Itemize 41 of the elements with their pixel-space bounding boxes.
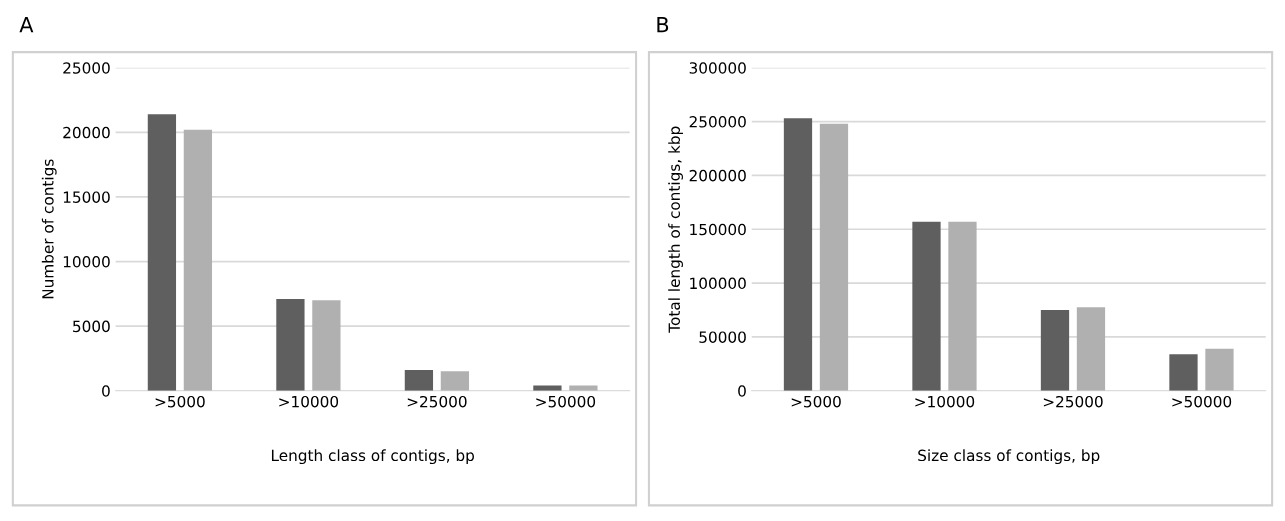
y-tick-label: 25000 xyxy=(63,62,110,74)
y-axis-title: Number of contigs xyxy=(41,159,57,299)
bar xyxy=(1076,307,1106,391)
x-tick-label: >50000 xyxy=(1172,395,1232,408)
x-tick-label: >25000 xyxy=(407,395,467,408)
bar xyxy=(783,118,813,391)
bar xyxy=(147,114,177,391)
chart-title: B xyxy=(657,16,669,33)
y-tick-label: 300000 xyxy=(689,62,746,74)
x-axis-title: Length class of contigs, bp xyxy=(271,449,474,465)
y-tick-label: 200000 xyxy=(689,169,746,182)
x-axis-title: Size class of contigs, bp xyxy=(918,449,1100,465)
bar xyxy=(1169,354,1198,391)
bar xyxy=(1040,310,1070,391)
y-tick-label: 0 xyxy=(102,385,110,397)
bar xyxy=(404,370,434,391)
bar xyxy=(440,371,470,391)
x-tick-label: >5000 xyxy=(791,395,841,408)
y-tick-label: 5000 xyxy=(73,320,110,333)
x-tick-label: >50000 xyxy=(536,395,596,408)
y-tick-label: 100000 xyxy=(690,277,746,290)
bar xyxy=(183,129,213,391)
x-tick-label: >5000 xyxy=(155,395,205,408)
bar xyxy=(1205,348,1234,391)
x-tick-label: >10000 xyxy=(279,395,339,408)
x-tick-label: >25000 xyxy=(1043,395,1103,408)
y-tick-label: 150000 xyxy=(690,223,746,236)
y-tick-label: 15000 xyxy=(63,191,110,203)
chart-title: A xyxy=(19,16,34,33)
bar xyxy=(312,300,341,391)
y-tick-label: 250000 xyxy=(689,116,746,128)
y-tick-label: 20000 xyxy=(63,126,110,139)
bar xyxy=(912,221,941,391)
bar xyxy=(948,221,977,391)
y-tick-label: 0 xyxy=(738,385,746,397)
x-tick-label: >10000 xyxy=(915,395,975,408)
bar xyxy=(276,299,305,391)
y-axis-title: Total length of contigs, kbp xyxy=(668,126,683,333)
y-tick-label: 10000 xyxy=(63,256,110,268)
y-tick-label: 50000 xyxy=(699,331,746,343)
bar xyxy=(819,123,849,391)
